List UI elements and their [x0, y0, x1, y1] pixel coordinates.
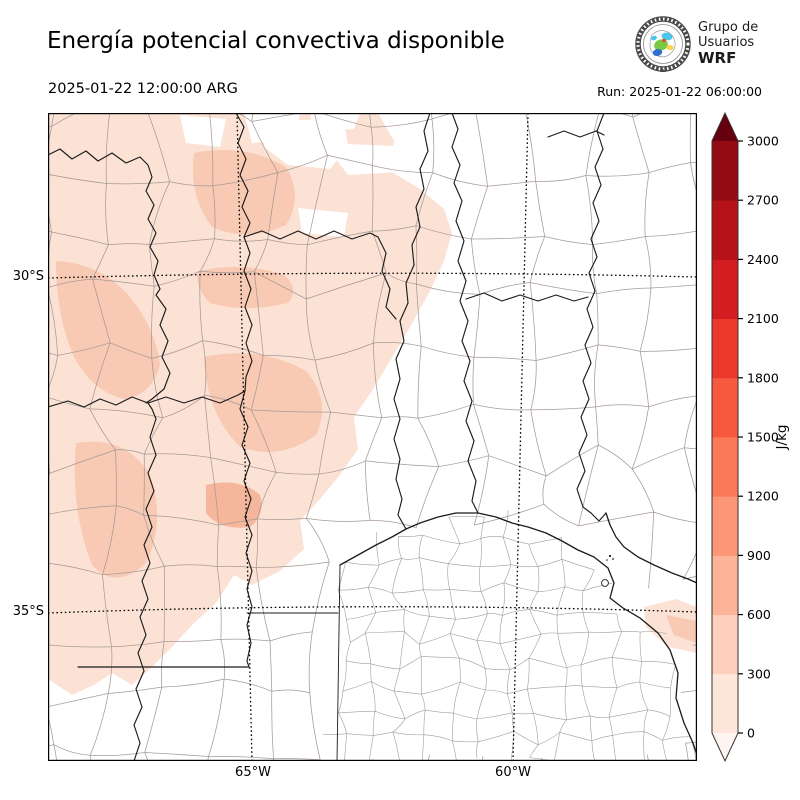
globe-emblem-icon	[635, 16, 691, 72]
gridline-35s	[48, 606, 697, 614]
colorbar-segment	[712, 437, 738, 497]
logo-line-2: Usuarios	[698, 34, 755, 50]
colorbar-segment	[712, 673, 738, 734]
colorbar-tick-label: 300	[747, 666, 771, 681]
colorbar-segment	[712, 496, 738, 556]
cape-fill-deep	[206, 482, 262, 528]
map-frame	[48, 113, 697, 761]
gridline-60w	[512, 113, 529, 761]
wrf-users-group-logo: Grupo de Usuarios WRF	[634, 13, 794, 75]
lat-tick-30s: 30°S	[12, 269, 44, 284]
colorbar-segment	[712, 614, 738, 675]
colorbar-tick-label: 1500	[747, 430, 779, 445]
colorbar-segment	[712, 141, 738, 201]
colorbar-segment	[712, 555, 738, 615]
colorbar-over-arrow	[712, 113, 738, 141]
department-boundaries-buenos-aires	[323, 510, 697, 761]
colorbar-segment	[712, 259, 738, 319]
colorbar-tick-label: 2100	[747, 311, 779, 326]
cape-map	[48, 113, 697, 761]
cape-fill-contours	[48, 113, 697, 695]
colorbar-under-arrow	[712, 733, 738, 761]
colorbar-unit-label: J/kg	[774, 425, 790, 451]
colorbar-tick-label: 2700	[747, 193, 779, 208]
gridline-30s	[48, 272, 697, 279]
colorbar-tick-label: 2400	[747, 252, 779, 267]
gridline-65w	[236, 113, 253, 761]
department-boundaries-coarse	[48, 113, 697, 761]
colorbar-tick-label: 3000	[747, 134, 779, 149]
colorbar-segment	[712, 377, 738, 438]
colorbar-body	[711, 111, 739, 763]
colorbar: 0 300 600 900 1200 1500 1800 2100 2400 2700 3000 J…	[711, 111, 790, 763]
colorbar-ticks: 0 300 600 900 1200 1500 1800 2100 2400 2700 3000	[738, 134, 779, 741]
lon-tick-65w: 65°W	[235, 765, 271, 780]
lon-tick-60w: 60°W	[495, 765, 531, 780]
cape-sea-patch-dark	[666, 615, 697, 643]
colorbar-tick-label: 1800	[747, 370, 779, 385]
valid-time-label: 2025-01-22 12:00:00 ARG	[48, 81, 238, 97]
colorbar-tick-label: 900	[747, 548, 771, 563]
run-time-label: Run: 2025-01-22 06:00:00	[597, 84, 762, 99]
graticule-gridlines	[48, 113, 697, 761]
colorbar-segment	[712, 318, 738, 379]
logo-line-1: Grupo de	[698, 20, 759, 36]
colorbar-tick-label: 600	[747, 607, 771, 622]
province-boundaries	[48, 113, 697, 761]
colorbar-segment	[712, 200, 738, 260]
page-title: Energía potencial convectiva disponible	[47, 28, 505, 54]
logo-line-3: WRF	[698, 49, 737, 68]
cape-fill-patches	[56, 150, 323, 578]
colorbar-tick-label: 1200	[747, 489, 779, 504]
logo-text: Grupo de Usuarios WRF	[698, 20, 759, 68]
lat-tick-35s: 35°S	[12, 604, 44, 619]
colorbar-tick-label: 0	[747, 726, 755, 741]
